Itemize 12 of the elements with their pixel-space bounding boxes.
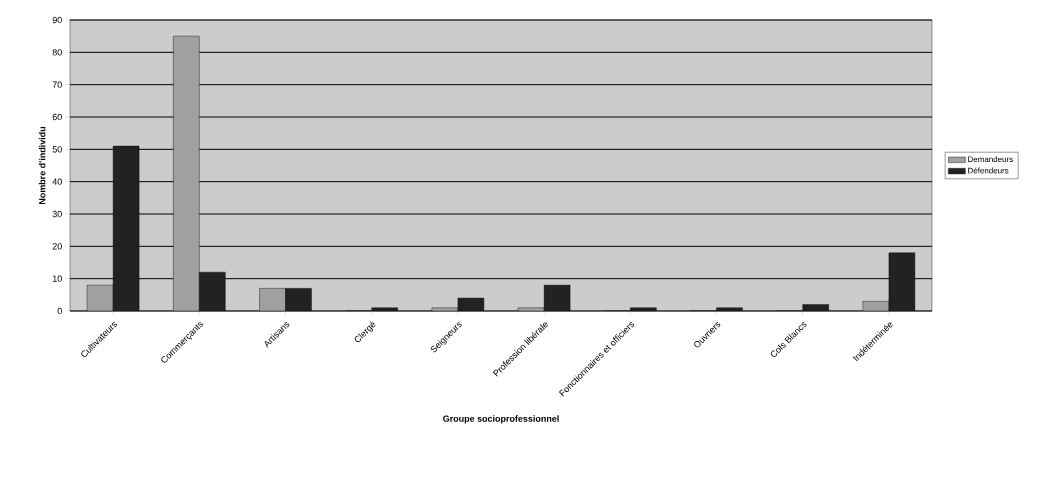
y-tick-label: 0 (57, 307, 62, 315)
y-tick-label: 30 (52, 210, 62, 218)
y-tick-label: 50 (52, 146, 62, 153)
y-tick-label: 70 (52, 81, 62, 88)
y-tick-label: 80 (52, 49, 62, 56)
y-axis-title: Nombre d'individu (38, 126, 46, 205)
y-tick-label: 20 (52, 243, 62, 250)
y-tick-label: 90 (52, 16, 62, 24)
x-axis-title: Groupe socioprofessionnel (443, 415, 559, 424)
y-tick-label: 40 (52, 178, 62, 185)
y-tick-label: 10 (52, 275, 62, 282)
y-tick-label: 60 (52, 113, 62, 121)
